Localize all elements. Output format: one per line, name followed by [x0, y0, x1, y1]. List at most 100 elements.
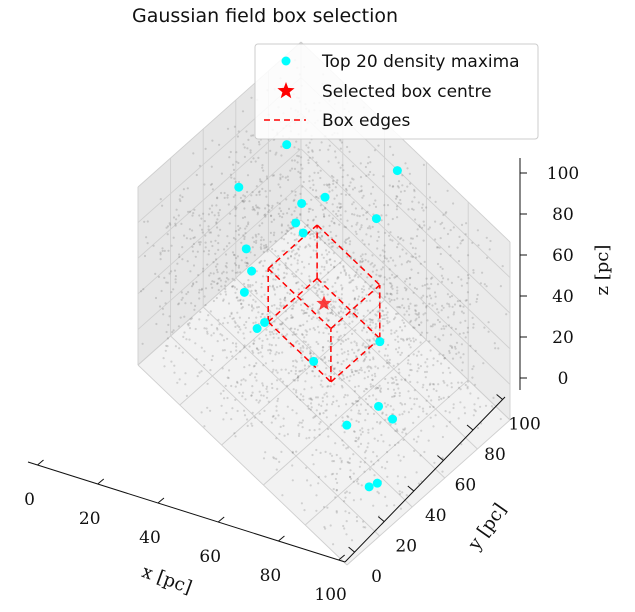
background-point: [227, 203, 230, 206]
density-maximum: [298, 228, 308, 238]
background-point: [345, 447, 348, 450]
background-point: [295, 395, 299, 398]
background-point: [347, 461, 350, 464]
background-point: [322, 256, 325, 259]
background-point: [365, 388, 368, 391]
background-point: [161, 249, 164, 252]
background-point: [399, 353, 402, 356]
background-point: [211, 354, 214, 358]
background-point: [431, 304, 434, 307]
background-point: [250, 289, 253, 292]
background-point: [287, 207, 291, 210]
background-point: [225, 271, 228, 274]
background-point: [318, 149, 321, 152]
background-point: [419, 262, 422, 265]
background-point: [350, 418, 353, 421]
background-point: [330, 309, 334, 312]
background-point: [353, 213, 356, 216]
background-point: [335, 489, 338, 492]
background-point: [342, 169, 345, 172]
background-point: [349, 181, 352, 184]
background-point: [364, 165, 367, 169]
background-point: [301, 426, 304, 429]
background-point: [335, 510, 338, 513]
background-point: [355, 271, 358, 274]
background-point: [452, 313, 455, 316]
background-point: [323, 207, 327, 210]
background-point: [389, 423, 392, 426]
background-point: [386, 292, 389, 295]
background-point: [295, 270, 298, 273]
background-point: [355, 480, 359, 483]
background-point: [293, 379, 296, 382]
background-point: [457, 381, 460, 384]
background-point: [328, 214, 331, 217]
background-point: [235, 264, 238, 267]
background-point: [192, 212, 195, 215]
background-point: [330, 236, 333, 239]
background-point: [166, 225, 170, 228]
background-point: [315, 291, 318, 295]
background-point: [276, 201, 279, 204]
z-tick-label: 20: [552, 328, 574, 348]
background-point: [409, 302, 412, 305]
background-point: [162, 357, 165, 360]
background-point: [355, 285, 358, 288]
background-point: [312, 463, 315, 466]
background-point: [446, 384, 449, 387]
background-point: [337, 338, 340, 341]
background-point: [247, 223, 250, 226]
background-point: [335, 453, 338, 457]
background-point: [273, 320, 276, 323]
background-point: [250, 134, 253, 137]
background-point: [415, 471, 418, 474]
background-point: [194, 327, 197, 331]
background-point: [248, 345, 251, 348]
background-point: [373, 372, 376, 375]
background-point: [182, 335, 185, 338]
background-point: [211, 286, 214, 289]
background-point: [461, 238, 465, 242]
background-point: [295, 282, 298, 285]
background-point: [238, 299, 241, 302]
background-point: [260, 236, 263, 239]
background-point: [277, 352, 281, 355]
background-point: [399, 507, 403, 510]
background-point: [407, 298, 410, 301]
background-point: [454, 327, 457, 331]
background-point: [308, 305, 311, 308]
background-point: [295, 252, 298, 255]
background-point: [307, 314, 311, 317]
background-point: [243, 146, 246, 149]
background-point: [350, 409, 353, 412]
grid-floor-x: [221, 299, 385, 446]
background-point: [261, 344, 264, 347]
background-point: [414, 252, 417, 255]
background-point: [401, 319, 404, 322]
background-point: [447, 395, 450, 398]
background-point: [476, 426, 480, 430]
background-point: [445, 325, 448, 328]
background-point: [285, 229, 288, 232]
background-point: [413, 196, 416, 199]
background-point: [281, 321, 284, 324]
background-point: [381, 266, 385, 269]
background-point: [363, 451, 367, 454]
background-point: [181, 296, 184, 299]
background-point: [308, 278, 311, 281]
background-point: [299, 369, 302, 373]
background-point: [332, 305, 335, 308]
background-point: [307, 146, 310, 149]
background-point: [348, 274, 351, 277]
background-point: [346, 394, 349, 397]
background-point: [318, 288, 321, 291]
background-point: [239, 350, 242, 353]
background-point: [362, 520, 365, 523]
background-point: [315, 494, 318, 497]
background-point: [340, 461, 343, 464]
background-point: [375, 386, 378, 389]
background-point: [396, 383, 399, 386]
background-point: [259, 239, 263, 242]
background-point: [236, 135, 239, 138]
background-point: [325, 260, 328, 263]
